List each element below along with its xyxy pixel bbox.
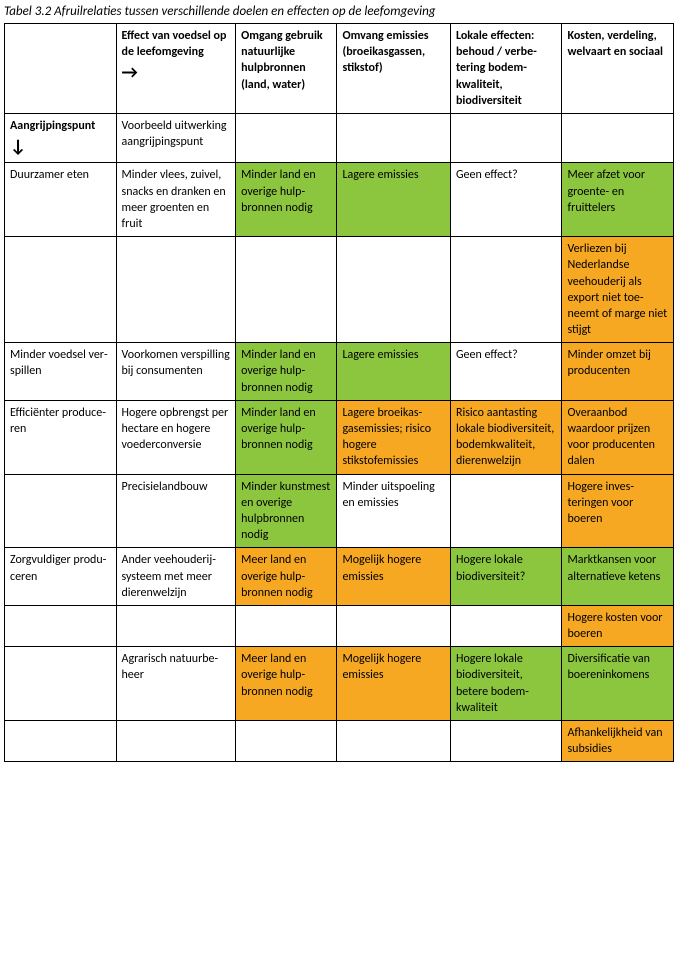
- cell: [337, 237, 451, 343]
- header-local: Lokale effecten: behoud / verbe­tering b…: [450, 24, 562, 114]
- cell: [337, 721, 451, 762]
- cell: Meer land en overige hulp­bronnen nodig: [236, 548, 337, 606]
- header-row: Effect van voedsel op de leefomgeving → …: [5, 24, 674, 114]
- cell: Afhankelijkheid van subsidies: [562, 721, 674, 762]
- cell: [450, 605, 562, 646]
- row-label: [5, 474, 117, 548]
- row-label: [5, 721, 117, 762]
- cell: Mogelijk hogere emissies: [337, 647, 451, 721]
- table-row: PrecisielandbouwMinder kunst­mest en ove…: [5, 474, 674, 548]
- header-emissions: Omvang emis­sies (broeikas­gassen, stiks…: [337, 24, 451, 114]
- table-row: Afhankelijkheid van subsidies: [5, 721, 674, 762]
- arrow-down-icon: ↓: [10, 135, 26, 157]
- cell: Voorkomen verspil­ling bij consumen­ten: [116, 343, 236, 401]
- cell: Lagere emissies: [337, 343, 451, 401]
- cell: Meer land en overige hulp­bronnen nodig: [236, 647, 337, 721]
- cell: Geen effect?: [450, 343, 562, 401]
- cell: [450, 474, 562, 548]
- cell: [116, 721, 236, 762]
- row-label-text: Aangrijpingspunt: [10, 119, 95, 133]
- cell: [236, 721, 337, 762]
- header-effect: Effect van voedsel op de leefomgeving →: [116, 24, 236, 114]
- cell: Minder land en overige hulp­bronnen nodi…: [236, 163, 337, 237]
- row-label: Aangrijpingspunt ↓: [5, 113, 117, 162]
- cell: Hogere lokale biodiversiteit?: [450, 548, 562, 606]
- cell: Voorbeeld uitwer­king aangrijpings­punt: [116, 113, 236, 162]
- cell: [562, 113, 674, 162]
- header-resources: Omgang ge­bruik natuur­lijke hulpbronnen…: [236, 24, 337, 114]
- cell: Minder land en overige hulp­bronnen nodi…: [236, 400, 337, 474]
- cell: [337, 605, 451, 646]
- table-row: Minder voedsel ver­spillenVoorkomen vers…: [5, 343, 674, 401]
- table-row: Duurzamer etenMinder vlees, zui­vel, sna…: [5, 163, 674, 237]
- row-label: [5, 605, 117, 646]
- cell: [450, 237, 562, 343]
- cell: Diversificatie van boerenin­komens: [562, 647, 674, 721]
- table-row: Agrarisch natuurbe­heerMeer land en over…: [5, 647, 674, 721]
- cell: Hogere opbrengst per hectare en ho­gere …: [116, 400, 236, 474]
- cell: [236, 113, 337, 162]
- cell: [450, 721, 562, 762]
- cell: Verliezen bij Nederlandse veehouderij al…: [562, 237, 674, 343]
- cell: Meer afzet voor groente- en fruittelers: [562, 163, 674, 237]
- cell: Geen effect?: [450, 163, 562, 237]
- cell: Mogelijk hogere emissies: [337, 548, 451, 606]
- row-label: Zorgvuldiger produ­ceren: [5, 548, 117, 606]
- row-label: Efficiënter produce­ren: [5, 400, 117, 474]
- cell: Ander veehouderij­systeem met meer diere…: [116, 548, 236, 606]
- cell: Marktkansen voor alterna­tieve ketens: [562, 548, 674, 606]
- row-label: Minder voedsel ver­spillen: [5, 343, 117, 401]
- cell: Hogere inves­teringen voor boeren: [562, 474, 674, 548]
- header-blank: [5, 24, 117, 114]
- cell: [337, 113, 451, 162]
- cell: [116, 605, 236, 646]
- cell: Minder kunst­mest en ove­rige hulpbronne…: [236, 474, 337, 548]
- row-label: Duurzamer eten: [5, 163, 117, 237]
- arrow-right-icon: →: [122, 61, 138, 83]
- tradeoff-table: Effect van voedsel op de leefomgeving → …: [4, 23, 674, 762]
- row-label: [5, 647, 117, 721]
- cell: [236, 237, 337, 343]
- table-row: Hogere kosten voor boeren: [5, 605, 674, 646]
- cell: Precisielandbouw: [116, 474, 236, 548]
- cell: Lagere broeikas­gasemissies; ri­sico hog…: [337, 400, 451, 474]
- header-effect-text: Effect van voedsel op de leefomgeving: [122, 29, 227, 59]
- cell: Risico aantasting lokale biodiversi­teit…: [450, 400, 562, 474]
- cell: [116, 237, 236, 343]
- table-row: Aangrijpingspunt ↓ Voorbeeld uitwer­king a…: [5, 113, 674, 162]
- table-row: Zorgvuldiger produ­cerenAnder veehouderi…: [5, 548, 674, 606]
- cell: Agrarisch natuurbe­heer: [116, 647, 236, 721]
- cell: Lagere emissies: [337, 163, 451, 237]
- table-caption: Tabel 3.2 Afruilrelaties tussen verschil…: [4, 4, 674, 19]
- cell: [450, 113, 562, 162]
- cell: Minder omzet bij producen­ten: [562, 343, 674, 401]
- cell: Hogere lokale biodiversiteit, betere bod…: [450, 647, 562, 721]
- cell: Minder uitspoe­ling en emissies: [337, 474, 451, 548]
- cell: [236, 605, 337, 646]
- table-row: Efficiënter produce­renHogere opbrengst …: [5, 400, 674, 474]
- cell: Hogere kosten voor boeren: [562, 605, 674, 646]
- cell: Minder vlees, zui­vel, snacks en dran­ke…: [116, 163, 236, 237]
- cell: Minder land en overige hulp­bronnen nodi…: [236, 343, 337, 401]
- table-row: Verliezen bij Nederlandse veehouderij al…: [5, 237, 674, 343]
- row-label: [5, 237, 117, 343]
- cell: Overaanbod waardoor prij­zen voor pro­du…: [562, 400, 674, 474]
- header-costs: Kosten, verde­ling, welvaart en sociaal: [562, 24, 674, 114]
